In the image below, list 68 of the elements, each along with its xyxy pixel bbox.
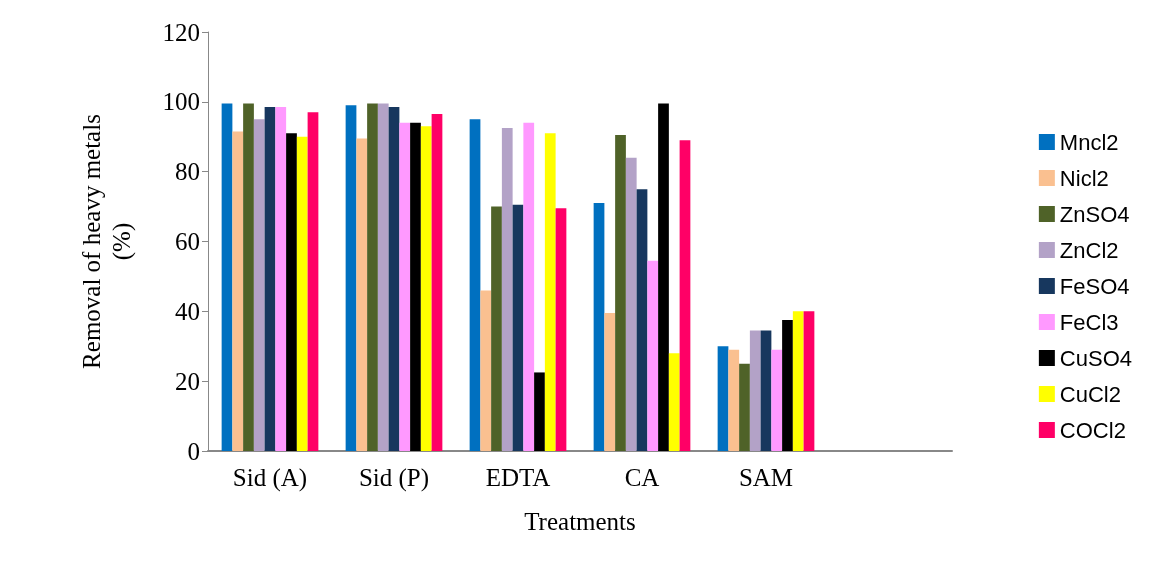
bar — [253, 119, 265, 451]
bar — [593, 203, 605, 451]
bar — [523, 122, 535, 451]
legend-label: Nicl2 — [1059, 165, 1109, 191]
bar — [658, 103, 669, 451]
bar — [544, 133, 556, 451]
y-tick-label: 0 — [187, 437, 200, 465]
legend-label: Mncl2 — [1059, 129, 1119, 155]
bar — [668, 353, 680, 451]
bar — [792, 311, 804, 451]
x-tick-label: SAM — [738, 464, 794, 491]
bar — [232, 131, 244, 451]
bar — [760, 330, 772, 451]
bar — [399, 122, 411, 451]
bar — [264, 107, 276, 451]
y-tick-label: 120 — [162, 18, 200, 46]
bar — [286, 133, 297, 451]
y-tick-label: 80 — [175, 158, 200, 186]
y-tick-label: 40 — [175, 297, 200, 325]
bar — [534, 372, 545, 451]
bar — [377, 103, 389, 451]
bar — [388, 107, 400, 451]
bar — [491, 206, 502, 451]
y-tick-label: 20 — [175, 367, 200, 395]
bar — [243, 103, 254, 451]
bar — [221, 103, 233, 451]
bar — [717, 346, 729, 451]
bar — [345, 105, 357, 451]
bar — [604, 313, 616, 451]
bar — [749, 330, 761, 451]
x-tick-label: CA — [624, 464, 660, 491]
legend-label: COCl2 — [1059, 417, 1126, 443]
x-tick-label: Sid (P) — [358, 464, 430, 492]
bar — [469, 119, 481, 451]
bar — [356, 138, 368, 451]
x-axis-title: Treatments — [524, 508, 636, 535]
bar — [803, 311, 815, 451]
bar — [480, 290, 492, 451]
bar — [501, 128, 513, 451]
y-tick-label: 60 — [175, 228, 200, 255]
bar — [782, 320, 793, 451]
bar — [771, 349, 783, 451]
legend-label: FeCl3 — [1059, 309, 1119, 335]
bar — [679, 140, 691, 451]
bar — [367, 103, 378, 451]
bar — [307, 112, 319, 451]
bar — [512, 204, 524, 451]
bar — [615, 135, 626, 451]
y-tick-label: 100 — [162, 88, 200, 116]
bar — [625, 157, 637, 451]
bar — [636, 189, 648, 451]
y-axis-title: Removal of heavy metals (%) — [77, 114, 136, 369]
bar — [296, 136, 308, 451]
bar — [647, 260, 659, 451]
bar — [431, 114, 443, 451]
x-tick-label: Sid (A) — [232, 464, 308, 492]
bar — [275, 107, 287, 451]
legend-label: FeSO4 — [1059, 273, 1130, 299]
bar — [728, 349, 740, 451]
legend-label: CuCl2 — [1059, 381, 1121, 407]
legend-label: CuSO4 — [1059, 345, 1133, 371]
bar — [555, 208, 567, 451]
x-tick-label: EDTA — [485, 464, 551, 491]
legend-label: ZnSO4 — [1059, 201, 1130, 227]
bar — [410, 122, 421, 451]
bar — [739, 363, 750, 451]
bar — [420, 126, 432, 451]
legend-label: ZnCl2 — [1059, 237, 1119, 263]
